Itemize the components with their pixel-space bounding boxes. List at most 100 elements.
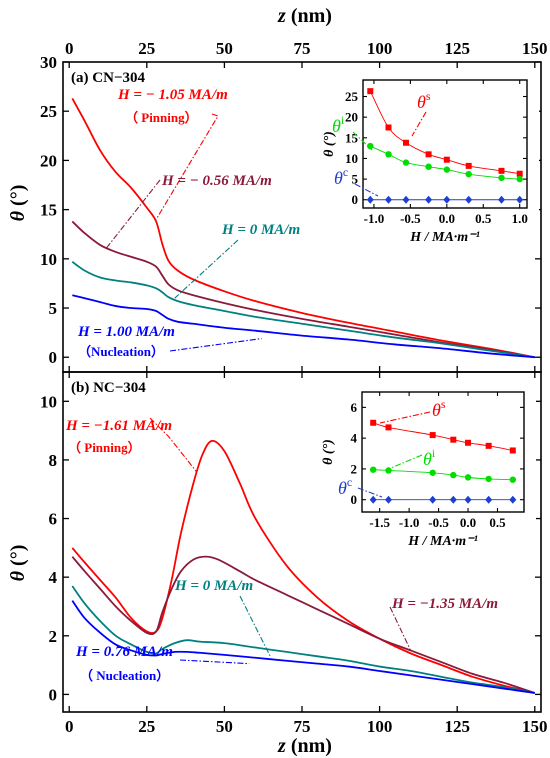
inset-y-tick-label: 0 xyxy=(352,192,359,207)
inset-label-leader xyxy=(411,111,427,137)
inset-frame xyxy=(361,391,525,513)
inset-label-theta-i: θi xyxy=(332,113,345,136)
inset-x-axis-title: H / MA·m⁻¹ xyxy=(407,534,478,549)
inset-marker-diamond xyxy=(366,195,374,204)
inset-marker-diamond xyxy=(443,195,451,204)
inset-label-leader xyxy=(379,411,431,424)
inset-marker-circle xyxy=(509,476,517,483)
inset-marker-square xyxy=(367,88,374,95)
inset-marker-diamond xyxy=(465,195,473,204)
inset-label-theta-c: θc xyxy=(334,165,348,188)
annotation-leader-7 xyxy=(239,595,272,659)
inset-marker-square xyxy=(385,424,392,431)
x-tick-label: 100 xyxy=(367,717,393,736)
inset-marker-square xyxy=(465,439,472,446)
annotation-leader-8 xyxy=(179,659,250,665)
inset-x-tick-label: 1.0 xyxy=(512,211,528,226)
annotation-leader-6 xyxy=(389,606,412,651)
inset-marker-square xyxy=(370,419,377,426)
inset-marker-circle xyxy=(385,151,392,158)
y-tick-label: 20 xyxy=(40,151,57,170)
x-tick-label-top: 100 xyxy=(367,39,393,58)
inset-marker-circle xyxy=(443,166,451,173)
annotation-h-pinning-b: H = −1.61 MA/m xyxy=(65,418,172,434)
panel-b: 0 25 50 75 100 125 150 0 2 4 6 8 10 (b) NC−304 H = −1.… xyxy=(40,371,548,736)
inset-label-leader xyxy=(385,454,423,471)
inset-marker-circle xyxy=(429,469,436,476)
annotation-h-135-b: H = −1.35 MA/m xyxy=(391,596,498,612)
inset-a: -1.0 -0.5 0.0 0.5 1.0 0 5 10 15 20 25 H / MA·m⁻¹ θ (… xyxy=(322,74,539,250)
y-tick-label: 6 xyxy=(49,510,58,529)
inset-marker-diamond xyxy=(369,495,377,504)
x-tick-label: 125 xyxy=(444,717,470,736)
x-tick-label: 25 xyxy=(138,717,155,736)
inset-marker-circle xyxy=(369,466,377,473)
inset-label-leader xyxy=(354,183,379,197)
inset-marker-square xyxy=(403,139,410,146)
series-line-2 xyxy=(71,555,536,694)
inset-marker-circle xyxy=(498,174,505,182)
y-axis-title-b: θ (°) xyxy=(7,545,29,582)
inset-x-tick-label: 0.0 xyxy=(439,211,455,226)
inset-marker-square xyxy=(450,436,457,443)
inset-y-axis-title: θ (°) xyxy=(321,439,336,465)
series-line-4 xyxy=(71,600,535,694)
inset-marker-square xyxy=(485,442,492,449)
inset-marker-circle xyxy=(464,474,472,481)
inset-x-tick-label: -0.5 xyxy=(428,515,449,530)
top-x-axis-title: z (nm) xyxy=(277,5,332,27)
x-tick-label: 150 xyxy=(522,717,548,736)
inset-marker-diamond xyxy=(425,195,433,204)
y-tick-label: 2 xyxy=(49,627,58,646)
x-tick-label-top: 75 xyxy=(294,39,311,58)
y-tick-label: 0 xyxy=(49,348,58,367)
panel-label: (a) CN−304 xyxy=(71,70,145,86)
inset-marker-circle xyxy=(516,175,523,183)
y-tick-label: 0 xyxy=(49,685,58,704)
panel-label: (b) NC−304 xyxy=(71,380,146,396)
series-line-3 xyxy=(71,261,535,359)
inset-b: -1.5 -1.0 -0.5 0.0 0.5 0 2 4 6 H / MA·m⁻¹ θ (°) θs θ… xyxy=(321,386,536,554)
x-tick-label-top: 50 xyxy=(216,39,233,58)
inset-x-tick-label: 0.0 xyxy=(460,515,476,530)
x-tick-label-top: 125 xyxy=(444,39,470,58)
inset-marker-square xyxy=(465,162,472,169)
inset-y-tick-label: 6 xyxy=(351,400,358,415)
inset-marker-diamond xyxy=(485,495,493,504)
x-tick-label: 50 xyxy=(216,717,233,736)
inset-label-leader xyxy=(352,131,373,151)
inset-marker-square xyxy=(498,167,505,174)
inset-marker-square xyxy=(425,151,432,158)
annotation-pinning-label-a: （ Pinning） xyxy=(125,110,198,125)
inset-background xyxy=(322,386,536,554)
inset-marker-diamond xyxy=(464,495,472,504)
inset-marker-circle xyxy=(425,163,432,170)
inset-y-tick-label: 10 xyxy=(345,151,358,166)
annotation-leader-5 xyxy=(149,417,197,472)
annotation-leader-2 xyxy=(106,179,161,249)
inset-y-tick-label: 25 xyxy=(345,89,359,104)
inset-marker-diamond xyxy=(497,195,505,204)
y-tick-label: 8 xyxy=(49,451,58,470)
inset-background xyxy=(323,74,539,250)
inset-marker-circle xyxy=(367,142,374,150)
inset-marker-circle xyxy=(485,475,492,483)
annotation-h-nucleation-b: H = 0.76 MA/m xyxy=(75,644,173,660)
annotation-nucleation-label-b: （ Nucleation） xyxy=(80,668,169,683)
inset-marker-square xyxy=(509,447,516,454)
annotation-leader-3 xyxy=(174,239,239,299)
inset-marker-diamond xyxy=(385,495,393,504)
series-line-4 xyxy=(72,294,535,359)
y-tick-label: 15 xyxy=(40,201,57,220)
inset-y-axis-title: θ (°) xyxy=(322,131,337,157)
x-tick-label: 0 xyxy=(65,717,74,736)
annotation-h-nucleation-a: H = 1.00 MA/m xyxy=(77,324,175,340)
inset-label-theta-s: θs xyxy=(432,397,446,420)
inset-label-theta-i: θi xyxy=(423,446,436,469)
inset-marker-diamond xyxy=(449,495,457,504)
y-axis-title-a: θ (°) xyxy=(7,185,29,222)
y-tick-label: 30 xyxy=(40,53,57,72)
series-line-3 xyxy=(71,585,535,694)
annotation-h-056-a: H = − 0.56 MA/m xyxy=(161,173,272,189)
